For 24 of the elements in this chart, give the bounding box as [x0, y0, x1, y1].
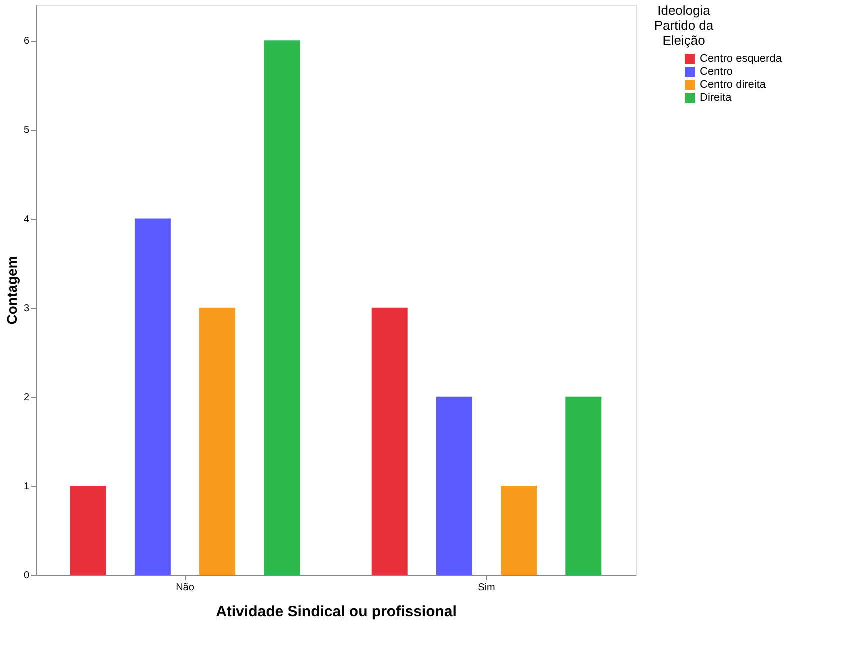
- legend-label: Centro direita: [700, 79, 767, 91]
- y-axis-title: Contagem: [4, 256, 20, 325]
- y-tick-label: 4: [24, 214, 30, 226]
- bar: [501, 486, 538, 575]
- y-tick-label: 1: [24, 481, 30, 492]
- legend-title: Ideologia Partido da Eleição: [654, 3, 714, 48]
- y-tick-label: 2: [24, 392, 30, 404]
- bar: [436, 396, 472, 575]
- bar: [70, 486, 106, 575]
- bar: [566, 396, 602, 575]
- x-tick-label: Não: [176, 582, 195, 594]
- legend-label: Centro esquerda: [700, 53, 783, 65]
- y-tick-label: 0: [24, 570, 30, 582]
- y-tick-label: 5: [24, 125, 30, 136]
- legend-label: Direita: [700, 92, 733, 104]
- y-tick-label: 6: [24, 36, 30, 48]
- bar: [200, 308, 236, 575]
- legend-label: Centro: [700, 66, 734, 78]
- x-tick-label: Sim: [478, 582, 496, 594]
- y-tick-label: 3: [24, 303, 30, 314]
- bar: [372, 308, 408, 575]
- x-axis-title: Atividade Sindical ou profissional: [216, 604, 457, 620]
- bar: [264, 40, 300, 575]
- bar: [134, 218, 171, 575]
